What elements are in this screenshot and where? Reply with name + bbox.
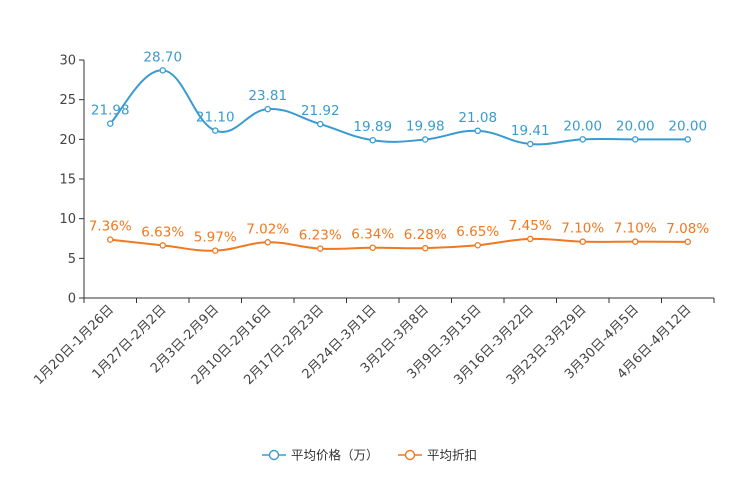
data-label: 21.10 bbox=[196, 110, 235, 126]
data-label: 5.97% bbox=[194, 230, 237, 246]
data-point[interactable] bbox=[369, 136, 376, 144]
series-1: 21.98 28.70 21.10 23.81 21.92 19.89 19.98 21.08… bbox=[91, 49, 707, 148]
legend-label: 平均折扣 bbox=[427, 448, 477, 463]
data-label: 20.00 bbox=[563, 118, 602, 134]
data-label: 6.23% bbox=[299, 228, 342, 244]
data-label: 19.98 bbox=[406, 118, 445, 134]
data-label: 7.45% bbox=[509, 218, 552, 234]
y-tick-label: 15 bbox=[59, 173, 76, 188]
data-point[interactable] bbox=[369, 244, 376, 251]
data-label: 21.98 bbox=[91, 103, 130, 119]
data-point[interactable] bbox=[107, 236, 114, 243]
y-tick-label: 25 bbox=[59, 93, 76, 108]
data-point[interactable] bbox=[579, 136, 587, 143]
series-2: 7.36% 6.63% 5.97% 7.02% 6.23% 6.34% 6.28% 6.65%… bbox=[89, 218, 709, 254]
data-label: 28.70 bbox=[143, 49, 182, 65]
data-point[interactable] bbox=[684, 238, 692, 246]
data-point[interactable] bbox=[159, 67, 166, 74]
data-point[interactable] bbox=[159, 242, 166, 249]
data-point[interactable] bbox=[264, 239, 271, 246]
y-tick-label: 10 bbox=[59, 212, 76, 227]
data-point[interactable] bbox=[527, 235, 534, 243]
data-label: 7.02% bbox=[246, 221, 289, 237]
legend[interactable]: 平均价格（万） 平均折扣 bbox=[262, 448, 477, 463]
legend-marker-icon bbox=[404, 449, 416, 461]
data-point[interactable] bbox=[632, 136, 639, 143]
y-axis: 0 5 10 15 20 25 30 bbox=[59, 54, 85, 307]
data-label: 20.00 bbox=[668, 118, 707, 134]
data-point[interactable] bbox=[107, 120, 114, 127]
data-label: 21.08 bbox=[458, 110, 497, 126]
data-label: 6.28% bbox=[404, 227, 447, 243]
data-label: 6.63% bbox=[141, 224, 184, 240]
data-label: 6.65% bbox=[456, 224, 499, 240]
y-tick-label: 30 bbox=[59, 54, 76, 69]
data-point[interactable] bbox=[264, 105, 271, 113]
data-point[interactable] bbox=[527, 140, 534, 148]
data-label: 19.41 bbox=[511, 123, 550, 139]
y-tick-label: 0 bbox=[68, 292, 76, 307]
data-label: 7.10% bbox=[614, 221, 657, 237]
legend-marker-icon bbox=[268, 449, 280, 461]
data-point[interactable] bbox=[211, 247, 219, 254]
x-axis: 1月20日-1月26日1月27日-2月2日2月3日-2月9日2月10日-2月16… bbox=[31, 297, 715, 388]
y-tick-label: 5 bbox=[68, 252, 76, 267]
data-point[interactable] bbox=[474, 241, 481, 249]
data-label: 19.89 bbox=[353, 119, 392, 135]
data-label: 23.81 bbox=[248, 88, 287, 104]
data-point[interactable] bbox=[316, 120, 324, 128]
data-point[interactable] bbox=[421, 136, 429, 143]
data-label: 6.34% bbox=[351, 227, 394, 243]
data-point[interactable] bbox=[579, 238, 587, 245]
data-label: 21.92 bbox=[301, 103, 340, 119]
data-point[interactable] bbox=[684, 136, 692, 143]
legend-label: 平均价格（万） bbox=[291, 448, 379, 463]
data-label: 20.00 bbox=[616, 118, 655, 134]
data-point[interactable] bbox=[421, 244, 429, 252]
series-line bbox=[110, 237, 688, 252]
data-point[interactable] bbox=[211, 127, 219, 134]
data-point[interactable] bbox=[632, 238, 639, 245]
y-tick-label: 20 bbox=[59, 133, 76, 148]
series-layer: 21.98 28.70 21.10 23.81 21.92 19.89 19.98 21.08… bbox=[89, 49, 709, 254]
legend-item-1[interactable]: 平均价格（万） bbox=[262, 448, 379, 463]
data-point[interactable] bbox=[316, 245, 324, 252]
data-label: 7.10% bbox=[561, 221, 604, 237]
data-label: 7.36% bbox=[89, 219, 132, 235]
legend-item-2[interactable]: 平均折扣 bbox=[398, 448, 477, 463]
data-label: 7.08% bbox=[666, 221, 709, 237]
data-point[interactable] bbox=[474, 127, 481, 135]
